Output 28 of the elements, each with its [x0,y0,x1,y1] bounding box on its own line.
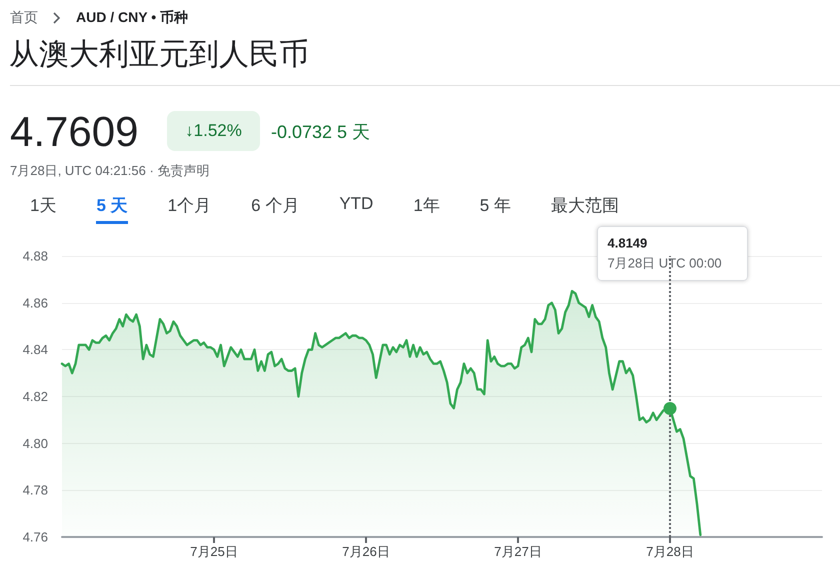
x-tick-label: 7月27日 [494,544,542,559]
y-tick-label: 4.88 [22,248,48,264]
annotation: 7月28日 UTC 00:00 [608,256,722,270]
text: 1年 [413,195,440,217]
y-tick-label: 4.86 [22,295,48,310]
x-tick-label: 7月28日 [646,544,694,559]
text: -0.0732 5 天 [271,121,370,144]
y-tick-label: 4.76 [22,530,48,544]
text: 7月28日, UTC 04:21:56 · 免责声明 [10,162,210,180]
chart-title: 从澳大利亚元到人民币 [9,37,309,73]
x-tick-label: 7月25日 [190,544,238,559]
text: ↓1.52% [167,111,260,151]
text: 首页 [10,9,38,27]
y-tick-label: 4.82 [22,389,48,404]
text: 5 天 [96,194,128,224]
text: YTD [339,194,374,215]
y-tick-label: 4.78 [22,482,48,498]
text: 1个月 [168,195,212,217]
y-tick-label: 4.80 [22,436,48,451]
text: 6 个月 [251,195,300,217]
text: 1天 [30,195,56,217]
text: AUD / CNY • 币种 [76,9,188,27]
text: 4.7609 [10,108,138,156]
y-tick-label: 4.84 [22,342,48,358]
text: 5 年 [480,195,511,217]
text: 最大范围 [550,195,619,217]
x-tick-label: 7月26日 [342,544,390,559]
text: 4.8149 [608,236,648,250]
